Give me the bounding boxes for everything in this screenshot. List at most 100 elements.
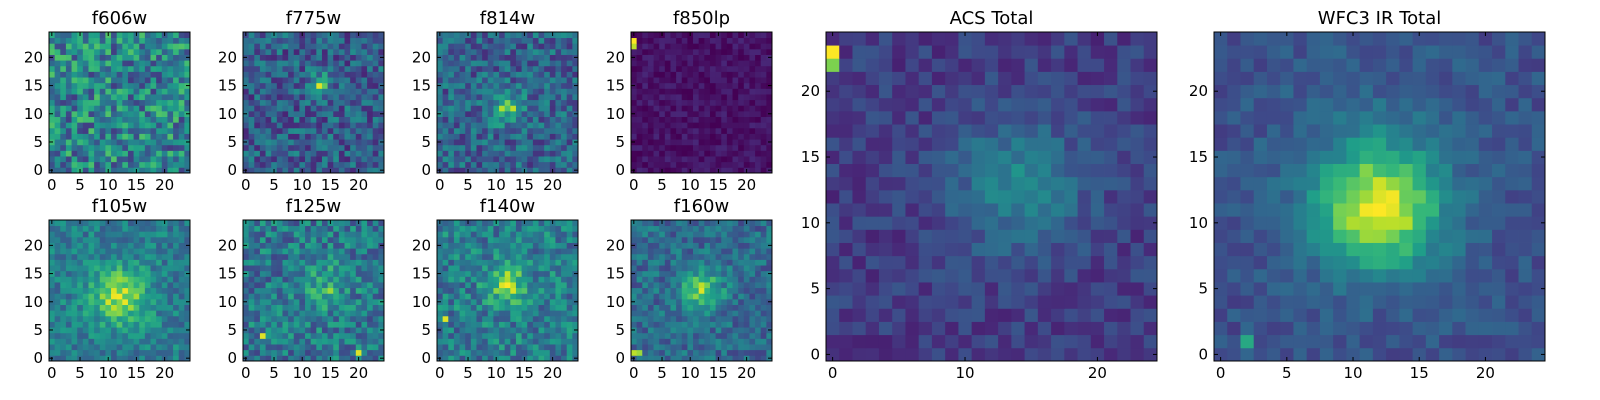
y-tick-label: 5 (33, 133, 43, 151)
heatmap-cell (743, 298, 750, 305)
heatmap-cell (122, 122, 129, 129)
heatmap-cell (549, 150, 556, 157)
heatmap-cell (766, 282, 773, 289)
heatmap-cell (653, 71, 660, 78)
x-tick-label: 5 (269, 176, 279, 194)
heatmap-cell (487, 310, 494, 317)
heatmap-cell (60, 37, 67, 44)
heatmap-cell (156, 77, 163, 84)
heatmap-cell (676, 110, 683, 117)
heatmap-cell (105, 315, 112, 322)
heatmap-cell (49, 349, 56, 356)
heatmap-cell (653, 321, 660, 328)
heatmap-cell (344, 338, 351, 345)
heatmap-cell (49, 236, 56, 243)
heatmap-cell (133, 327, 140, 334)
heatmap-cell (350, 349, 357, 356)
heatmap-cell (732, 332, 739, 339)
heatmap-cell (310, 344, 317, 351)
panel-frame (48, 219, 191, 362)
heatmap-cell (243, 282, 250, 289)
heatmap-cell (437, 310, 444, 317)
heatmap-cell (527, 220, 534, 227)
heatmap-cell (299, 150, 306, 157)
heatmap-cell (453, 298, 460, 305)
heatmap-cell (504, 71, 511, 78)
heatmap-cell (372, 310, 379, 317)
heatmap-cell (310, 48, 317, 55)
heatmap-cell (316, 167, 323, 174)
heatmap-cell (271, 110, 278, 117)
heatmap-cell (161, 110, 168, 117)
heatmap-cell (248, 253, 255, 260)
heatmap-cell (482, 298, 489, 305)
heatmap-cell (561, 332, 568, 339)
heatmap-cell (99, 231, 106, 238)
heatmap-cell (350, 116, 357, 123)
heatmap-cell (372, 65, 379, 72)
heatmap-cell (521, 116, 528, 123)
heatmap-cell (139, 48, 146, 55)
heatmap-cell (636, 355, 643, 362)
heatmap-cell (743, 156, 750, 163)
heatmap-cell (333, 139, 340, 146)
heatmap-cell (698, 65, 705, 72)
heatmap-cell (499, 94, 506, 101)
heatmap-cell (71, 156, 78, 163)
heatmap-cell (453, 282, 460, 289)
heatmap-cell (642, 71, 649, 78)
heatmap-cell (144, 298, 151, 305)
heatmap-cell (453, 116, 460, 123)
y-tick-label: 20 (412, 48, 431, 66)
heatmap-cell (310, 276, 317, 283)
heatmap-cell (721, 338, 728, 345)
heatmap-cell (327, 48, 334, 55)
heatmap-cell (105, 265, 112, 272)
heatmap-cell (333, 77, 340, 84)
heatmap-cell (738, 332, 745, 339)
heatmap-cell (726, 310, 733, 317)
heatmap-cell (88, 150, 95, 157)
heatmap-cell (527, 99, 534, 106)
heatmap-cell (766, 344, 773, 351)
heatmap-cell (499, 236, 506, 243)
heatmap-cell (721, 344, 728, 351)
heatmap-cell (60, 270, 67, 277)
heatmap-cell (299, 304, 306, 311)
heatmap-cell (243, 236, 250, 243)
heatmap-cell (338, 156, 345, 163)
heatmap-cell (726, 167, 733, 174)
heatmap-cell (743, 54, 750, 61)
heatmap-cell (470, 282, 477, 289)
heatmap-cell (276, 94, 283, 101)
heatmap-cell (316, 231, 323, 238)
heatmap-cell (631, 293, 638, 300)
heatmap-cell (49, 293, 56, 300)
heatmap-cell (721, 88, 728, 95)
heatmap-cell (173, 282, 180, 289)
heatmap-cell (167, 327, 174, 334)
heatmap-cell (465, 54, 472, 61)
heatmap-cell (248, 139, 255, 146)
heatmap-cell (276, 298, 283, 305)
heatmap-cell (299, 225, 306, 232)
heatmap-cell (350, 133, 357, 140)
heatmap-cell (293, 161, 300, 168)
heatmap-cell (305, 105, 312, 112)
heatmap-cell (459, 231, 466, 238)
heatmap-cell (367, 293, 374, 300)
heatmap-cell (755, 327, 762, 334)
heatmap-cell (344, 144, 351, 151)
heatmap-cell (350, 99, 357, 106)
heatmap-cell (653, 344, 660, 351)
heatmap-cell (248, 71, 255, 78)
heatmap-cell (538, 265, 545, 272)
heatmap-cell (555, 161, 562, 168)
heatmap-cell (664, 65, 671, 72)
heatmap-cell (350, 144, 357, 151)
heatmap-cell (305, 99, 312, 106)
heatmap-cell (133, 43, 140, 50)
heatmap-cell (94, 99, 101, 106)
x-tick-label: 15 (515, 176, 534, 194)
heatmap-cell (442, 94, 449, 101)
